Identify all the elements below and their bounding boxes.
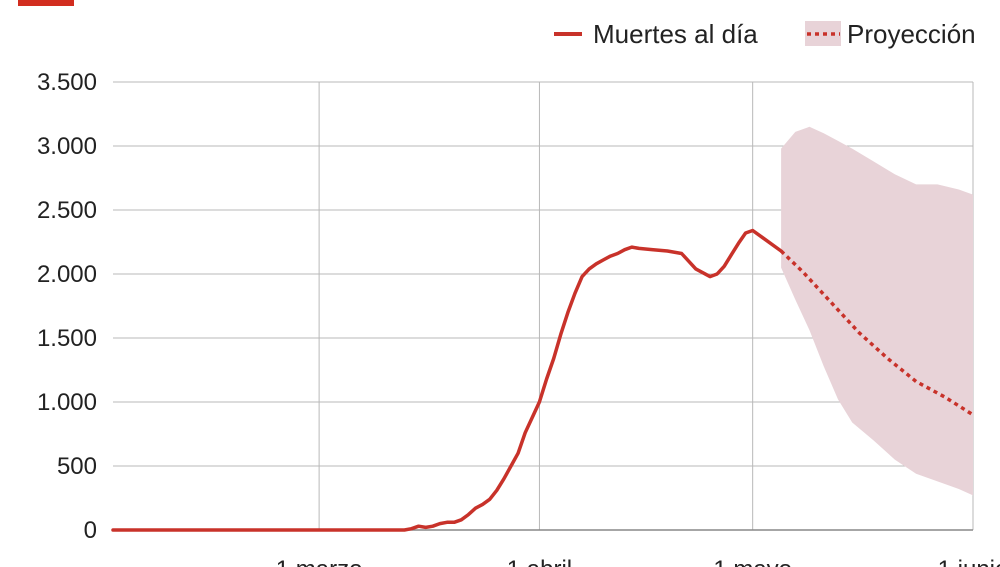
x-tick-label: 1 marzo	[276, 556, 363, 567]
y-tick-label: 2.000	[37, 261, 97, 288]
y-tick-label: 500	[57, 453, 97, 480]
daily-deaths-line	[111, 228, 783, 532]
legend-label-projection: Proyección	[847, 19, 976, 49]
projection-band-layer	[781, 126, 973, 496]
x-tick-label: 1 mayo	[713, 556, 792, 567]
y-tick-label: 2.500	[37, 197, 97, 224]
y-tick-label: 0	[84, 517, 97, 544]
x-axis: 1 marzo 1 abril 1 mayo 1 junio	[276, 556, 1000, 567]
projection-band	[781, 126, 973, 496]
brand-logo-mark	[18, 0, 74, 6]
chart-legend: Muertes al día Proyección	[554, 19, 976, 49]
x-tick-label: 1 abril	[507, 556, 572, 567]
y-tick-label: 3.500	[37, 69, 97, 96]
series-layer	[111, 228, 974, 532]
x-tick-label: 1 junio	[938, 556, 1000, 567]
y-tick-label: 1.500	[37, 325, 97, 352]
y-tick-label: 3.000	[37, 133, 97, 160]
y-axis: 0 500 1.000 1.500 2.000 2.500 3.000 3.500	[37, 69, 97, 544]
legend-label-daily-deaths: Muertes al día	[593, 19, 758, 49]
y-tick-label: 1.000	[37, 389, 97, 416]
